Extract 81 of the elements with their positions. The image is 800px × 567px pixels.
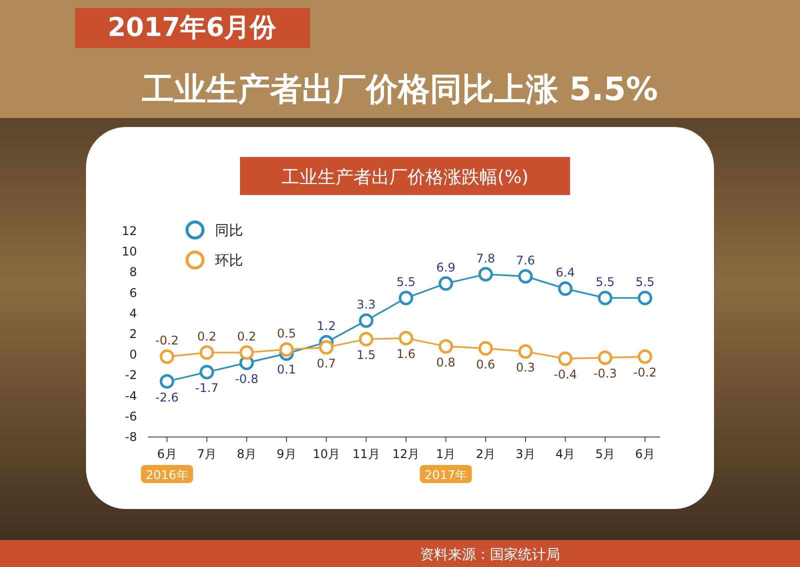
point xyxy=(398,330,414,346)
text: 2017年 xyxy=(424,468,468,482)
data-label: 3.3 xyxy=(356,298,376,312)
data-label: -0.2 xyxy=(633,366,657,380)
y-tick-label: 6 xyxy=(129,286,137,300)
chart-title: 工业生产者出厂价格涨跌幅(%) xyxy=(281,167,529,188)
point xyxy=(200,364,214,380)
y-tick-label: 2 xyxy=(129,327,137,341)
text: 工业生产者出厂价格同比上涨 5.5% xyxy=(141,70,658,108)
point xyxy=(558,281,573,296)
data-label: 0.7 xyxy=(316,356,336,370)
y-tick-label: -6 xyxy=(125,409,137,424)
data-label: 1.6 xyxy=(396,347,416,362)
x-tick-label: 11月 xyxy=(352,447,380,461)
point xyxy=(598,290,612,306)
data-label: 0.3 xyxy=(516,360,536,375)
point xyxy=(518,344,533,359)
point xyxy=(160,349,174,364)
point xyxy=(358,313,374,328)
data-label: 5.5 xyxy=(635,274,655,289)
x-tick-label: 10月 xyxy=(312,447,340,461)
data-label: 6.4 xyxy=(556,266,575,280)
point xyxy=(638,290,652,306)
data-label: 1.5 xyxy=(356,348,376,362)
x-tick-label: 6月 xyxy=(157,447,177,461)
x-tick-label: 1月 xyxy=(436,447,456,461)
point xyxy=(200,345,214,360)
x-tick-label: 7月 xyxy=(197,447,217,461)
y-tick-label: 4 xyxy=(129,306,137,320)
data-label: 0.2 xyxy=(237,330,256,344)
text: 资料来源：国家统计局 xyxy=(420,547,560,563)
point xyxy=(279,342,294,357)
y-tick-label: 0 xyxy=(129,348,137,362)
y-tick-label: 10 xyxy=(122,244,137,259)
x-tick-label: 2月 xyxy=(476,447,496,461)
y-tick-label: -8 xyxy=(125,430,137,444)
data-label: 0.2 xyxy=(197,330,216,344)
data-label: 5.5 xyxy=(396,274,416,289)
point xyxy=(438,339,454,354)
text: 2016年 xyxy=(146,468,188,482)
data-label: 6.9 xyxy=(436,260,456,275)
y-tick-label: -4 xyxy=(125,388,137,403)
point xyxy=(598,350,612,365)
x-tick-label: 12月 xyxy=(392,447,420,461)
x-tick-label: 9月 xyxy=(276,447,296,461)
data-label: -1.7 xyxy=(195,381,219,396)
x-tick-label: 3月 xyxy=(516,447,536,461)
point xyxy=(478,341,493,356)
x-tick-label: 4月 xyxy=(556,447,576,461)
point xyxy=(558,351,573,366)
y-tick-label: -2 xyxy=(125,368,137,382)
data-label: -0.4 xyxy=(554,368,578,382)
y-tick-label: 12 xyxy=(122,224,137,238)
data-label: 7.6 xyxy=(516,253,536,268)
data-label: 0.5 xyxy=(276,326,296,340)
y-tick-label: 8 xyxy=(129,265,137,280)
data-label: -0.3 xyxy=(593,366,617,381)
point xyxy=(438,276,454,291)
point xyxy=(398,290,414,306)
point xyxy=(478,267,493,282)
data-label: 5.5 xyxy=(596,274,615,289)
data-label: 1.2 xyxy=(316,319,336,334)
data-label: 0.8 xyxy=(436,355,456,370)
legend-label: 同比 xyxy=(215,223,243,239)
point xyxy=(518,269,533,284)
x-tick-label: 8月 xyxy=(236,447,256,461)
x-tick-label: 6月 xyxy=(635,447,655,461)
data-label: 0.1 xyxy=(276,362,296,377)
data-label: -0.2 xyxy=(155,334,179,348)
x-tick-label: 5月 xyxy=(595,447,615,461)
point xyxy=(358,332,374,346)
data-label: -0.8 xyxy=(234,372,258,386)
data-label: 0.6 xyxy=(476,357,496,372)
data-label: -2.6 xyxy=(155,390,179,404)
text: 2017年6月份 xyxy=(108,13,278,43)
point xyxy=(160,374,174,389)
point xyxy=(239,345,254,360)
legend-label: 环比 xyxy=(215,253,243,269)
point xyxy=(319,340,334,355)
data-label: 7.8 xyxy=(476,251,496,266)
point xyxy=(638,349,652,364)
